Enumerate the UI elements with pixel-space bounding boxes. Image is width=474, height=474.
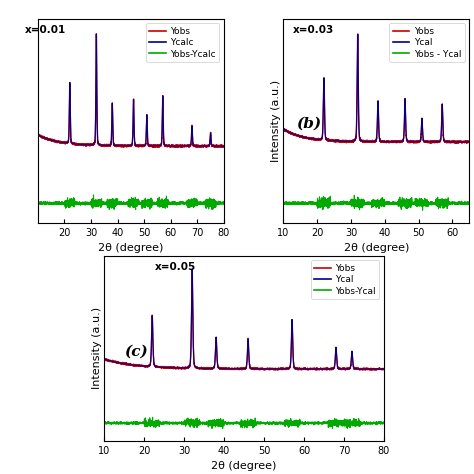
X-axis label: 2θ (degree): 2θ (degree) <box>211 461 277 471</box>
Legend: Yobs, Ycal, Yobs-Ycal: Yobs, Ycal, Yobs-Ycal <box>311 261 379 299</box>
Text: x=0.01: x=0.01 <box>0 473 1 474</box>
Text: (c): (c) <box>124 345 147 359</box>
Text: x=0.03: x=0.03 <box>292 25 334 35</box>
X-axis label: 2θ (degree): 2θ (degree) <box>344 243 409 253</box>
Text: x=0.05: x=0.05 <box>155 262 196 272</box>
X-axis label: 2θ (degree): 2θ (degree) <box>98 243 164 253</box>
Y-axis label: Intensity (a.u.): Intensity (a.u.) <box>271 80 281 162</box>
Legend: Yobs, Ycalc, Yobs-Ycalc: Yobs, Ycalc, Yobs-Ycalc <box>146 24 219 62</box>
Text: x=0.01: x=0.01 <box>25 25 66 35</box>
Text: (b): (b) <box>296 117 321 131</box>
Legend: Yobs, Ycal, Yobs - Ycal: Yobs, Ycal, Yobs - Ycal <box>389 24 465 62</box>
Y-axis label: Intensity (a.u.): Intensity (a.u.) <box>91 307 101 390</box>
